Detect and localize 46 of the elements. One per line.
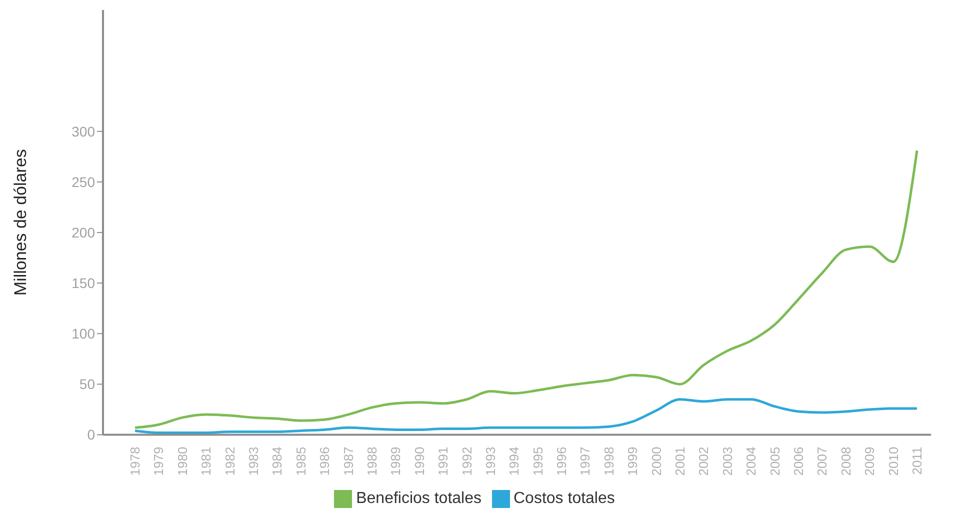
line-series xyxy=(134,149,918,429)
x-tick-label: 2004 xyxy=(744,446,759,476)
x-tick-label: 2008 xyxy=(838,446,854,476)
y-tick-label: 250 xyxy=(72,174,96,190)
legend-label: Costos totales xyxy=(514,490,615,507)
x-tick-label: 1999 xyxy=(625,446,640,476)
y-tick-label: 100 xyxy=(72,326,96,342)
x-tick-label: 1992 xyxy=(459,446,474,476)
legend-label: Beneficios totales xyxy=(356,490,482,507)
x-tick-label: 2011 xyxy=(910,446,924,475)
line-series xyxy=(134,398,918,434)
x-tick-label: 1990 xyxy=(412,446,427,476)
x-tick-label: 2009 xyxy=(862,446,878,476)
y-tick-label: 200 xyxy=(72,224,96,240)
x-tick-label: 1998 xyxy=(601,446,616,476)
x-tick-label: 1995 xyxy=(530,446,546,476)
x-tick-label: 2005 xyxy=(767,446,782,476)
x-tick-label: 1996 xyxy=(554,446,570,476)
x-tick-label: 1994 xyxy=(506,446,522,476)
y-tick-label: 300 xyxy=(72,123,96,140)
x-tick-label: 1986 xyxy=(317,446,332,476)
x-tick-label: 1980 xyxy=(174,446,190,476)
x-tick-label: 2003 xyxy=(720,446,735,476)
x-tick-label: 1981 xyxy=(198,446,214,476)
y-tick-label: 0 xyxy=(87,426,96,443)
x-tick-label: 2010 xyxy=(886,446,901,476)
x-tick-label: 2006 xyxy=(791,446,806,476)
x-tick-label: 1987 xyxy=(340,446,356,476)
x-tick-label: 1978 xyxy=(128,446,142,476)
y-tick-label: 50 xyxy=(79,376,96,392)
x-tick-label: 1988 xyxy=(364,446,380,476)
x-tick-label: 1997 xyxy=(578,446,593,476)
y-axis-title: Millones de dólares xyxy=(11,149,30,296)
y-tick-label: 150 xyxy=(72,275,96,292)
x-tick-label: 2002 xyxy=(696,446,712,476)
x-tick-label: 2007 xyxy=(814,446,830,476)
x-tick-label: 1985 xyxy=(293,446,308,476)
x-tick-label: 1979 xyxy=(151,446,166,476)
x-tick-label: 1984 xyxy=(270,446,285,476)
x-tick-label: 1993 xyxy=(482,446,498,476)
x-tick-label: 2001 xyxy=(672,446,688,476)
x-tick-label: 1982 xyxy=(222,446,238,476)
x-tick-label: 1989 xyxy=(388,446,404,476)
x-tick-label: 1983 xyxy=(246,446,261,476)
x-tick-label: 1991 xyxy=(436,446,451,476)
x-tick-label: 2000 xyxy=(648,446,664,476)
